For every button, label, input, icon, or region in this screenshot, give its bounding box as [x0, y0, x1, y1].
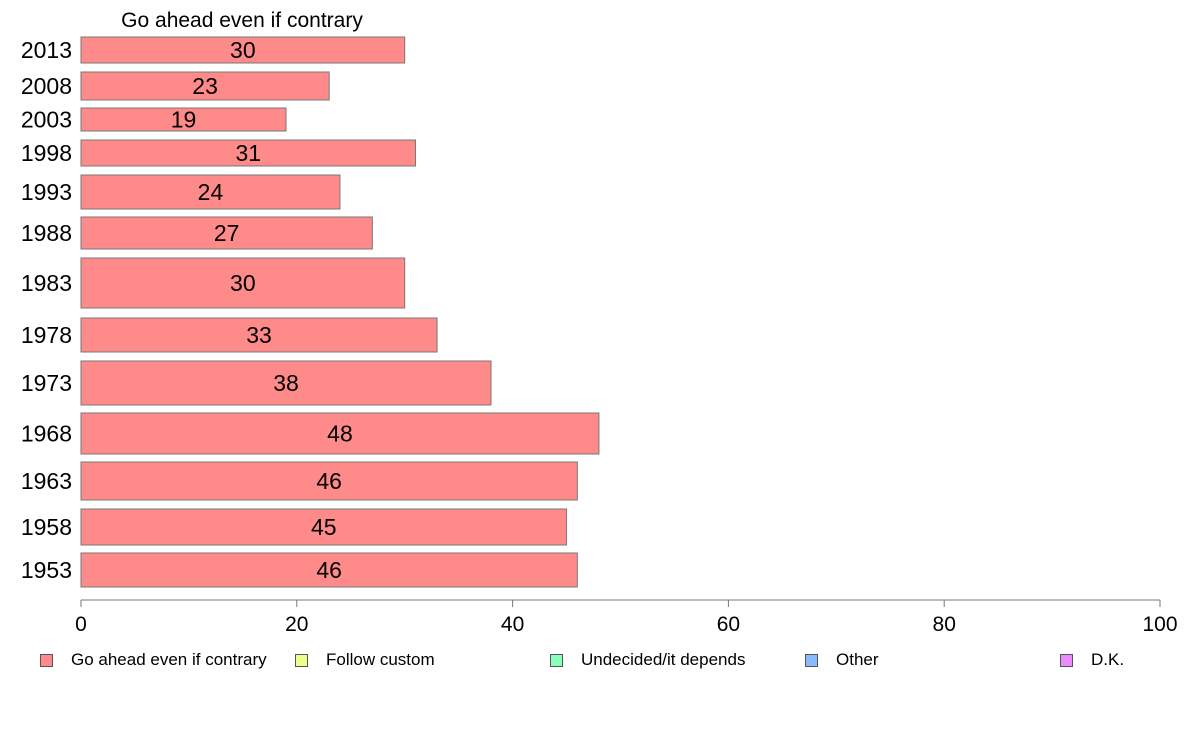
y-tick-label: 1998: [21, 140, 72, 166]
data-label: 38: [273, 370, 299, 396]
data-label: 48: [327, 421, 353, 447]
data-label: 30: [230, 37, 256, 63]
legend-swatch: [805, 654, 818, 667]
y-tick-label: 1978: [21, 322, 72, 348]
legend-item-other: Other: [805, 650, 879, 670]
legend-item-go-ahead: Go ahead even if contrary: [40, 650, 267, 670]
y-tick-label: 1983: [21, 270, 72, 296]
legend-label: Undecided/it depends: [581, 650, 745, 670]
y-tick-label: 1973: [21, 370, 72, 396]
legend-swatch: [550, 654, 563, 667]
x-tick-label: 40: [501, 613, 524, 636]
legend-item-undecided: Undecided/it depends: [550, 650, 745, 670]
data-label: 30: [230, 270, 256, 296]
data-label: 33: [246, 322, 272, 348]
y-tick-label: 1958: [21, 514, 72, 540]
y-tick-label: 1993: [21, 179, 72, 205]
y-tick-label: 2008: [21, 73, 72, 99]
legend-swatch: [40, 654, 53, 667]
bar-chart: Go ahead even if contrary 30231931242730…: [0, 0, 1188, 650]
data-label: 45: [311, 514, 337, 540]
x-tick-label: 100: [1142, 613, 1177, 636]
y-tick-label: 1963: [21, 468, 72, 494]
y-tick-label: 1968: [21, 421, 72, 447]
data-label: 46: [316, 557, 342, 583]
legend-item-dk: D.K.: [1060, 650, 1124, 670]
chart-title: Go ahead even if contrary: [121, 9, 363, 32]
data-label: 31: [235, 140, 261, 166]
legend: Go ahead even if contrary Follow custom …: [0, 650, 1188, 676]
x-tick-label: 20: [285, 613, 308, 636]
y-tick-label: 2013: [21, 37, 72, 63]
y-tick-label: 1988: [21, 220, 72, 246]
y-tick-label: 2003: [21, 107, 72, 133]
legend-label: Go ahead even if contrary: [71, 650, 267, 670]
x-tick-label: 80: [933, 613, 956, 636]
y-tick-label: 1953: [21, 557, 72, 583]
legend-swatch: [295, 654, 308, 667]
x-axis: 0 20 40 60 80 100: [75, 600, 1177, 636]
x-tick-label: 60: [717, 613, 740, 636]
legend-item-follow-custom: Follow custom: [295, 650, 435, 670]
data-label: 24: [198, 179, 224, 205]
x-tick-label: 0: [75, 613, 87, 636]
data-label: 19: [171, 107, 197, 133]
legend-swatch: [1060, 654, 1073, 667]
y-axis-labels: 2013 2008 2003 1998 1993 1988 1983 1978 1973 1968…: [21, 37, 72, 583]
data-label: 46: [316, 468, 342, 494]
legend-label: Follow custom: [326, 650, 435, 670]
legend-label: D.K.: [1091, 650, 1124, 670]
legend-label: Other: [836, 650, 879, 670]
data-label: 23: [192, 73, 218, 99]
data-label: 27: [214, 220, 240, 246]
